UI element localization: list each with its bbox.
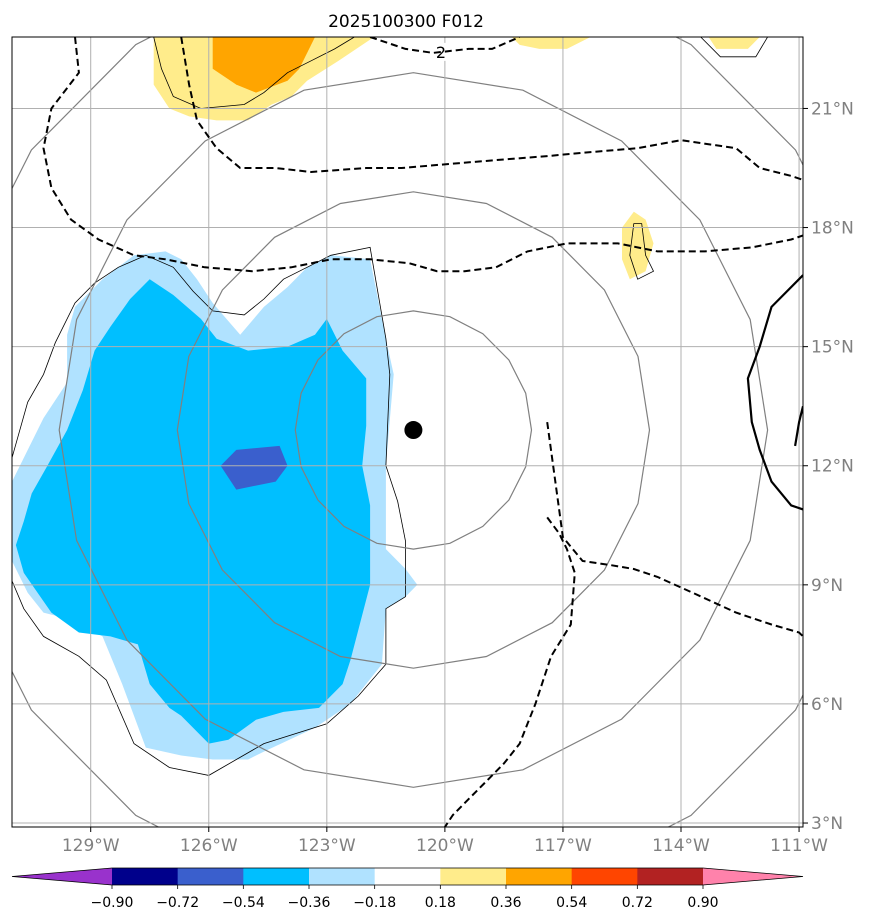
colorbar-segment (177, 868, 244, 885)
x-tick-label: 111°W (770, 836, 828, 856)
thin-contour-2 (700, 37, 768, 58)
colorbar-tick-label: −0.36 (288, 895, 331, 911)
thin-contour-1 (153, 37, 355, 109)
filled-region-4 (212, 37, 315, 93)
bold-contour-0 (746, 274, 803, 511)
y-tick-label: 6°N (811, 695, 843, 715)
plot-frame (11, 36, 804, 828)
colorbar-segment (309, 868, 376, 885)
filled-region-2 (220, 445, 288, 490)
x-tick-label: 123°W (298, 836, 356, 856)
thin-contour-0 (12, 246, 406, 776)
colorbar-tick-label: 0.18 (425, 895, 456, 911)
colorbar-segment (571, 868, 638, 885)
dashed-contour-1 (369, 37, 521, 54)
x-tick-label: 114°W (652, 836, 710, 856)
bold-contour-lines (746, 274, 803, 511)
thin-contour-lines (12, 37, 768, 776)
bold-contour-1 (794, 405, 803, 447)
y-tick-label: 15°N (811, 338, 854, 358)
contour-label-background (433, 42, 448, 61)
filled-region-6 (708, 37, 760, 49)
colorbar-extend-high (703, 868, 803, 885)
thin-contour-3 (629, 223, 655, 280)
x-tick-label: 117°W (534, 836, 592, 856)
colorbar-tick-label: 0.36 (490, 895, 521, 911)
colorbar-tick-label: −0.18 (353, 895, 396, 911)
colorbar-tick-label: −0.72 (156, 895, 199, 911)
colorbar-tick-label: 0.72 (622, 895, 653, 911)
x-axis-ticks: 129°W 126°W 123°W 120°W 117°W 114°W 111°W (62, 827, 828, 856)
y-tick-label: 12°N (811, 457, 854, 477)
colorbar-segment (112, 868, 179, 885)
range-ring-3deg (294, 310, 533, 550)
y-tick-label: 18°N (811, 219, 854, 239)
colorbar-segment (374, 868, 441, 885)
x-tick-label: 129°W (62, 836, 120, 856)
y-tick-label: 21°N (811, 99, 854, 119)
dashed-contour-3 (546, 421, 803, 638)
colorbar-extend-low (12, 868, 112, 885)
chart-title: 2025100300 F012 (328, 12, 484, 32)
colorbar-tick-label: 0.54 (556, 895, 587, 911)
center-dot (404, 421, 423, 440)
y-tick-label: 3°N (811, 814, 843, 834)
dashed-contour-lines: 2 (42, 37, 803, 827)
storm-center (404, 421, 423, 440)
range-ring-6deg (176, 191, 651, 669)
filled-contours (12, 37, 760, 760)
filled-region-7 (622, 211, 654, 280)
colorbar-segment (637, 868, 704, 885)
x-tick-label: 126°W (180, 836, 238, 856)
dashed-contour-0 (180, 37, 803, 181)
colorbar-tick-label: −0.90 (91, 895, 134, 911)
colorbar: −0.90 −0.72 −0.54 −0.36 −0.18 0.18 0.36 0.54 0.7… (11, 867, 804, 911)
dashed-contour-4 (444, 516, 576, 827)
dashed-contour-2 (42, 37, 803, 273)
contour-label: 2 (436, 43, 446, 62)
colorbar-tick-label: −0.54 (222, 895, 265, 911)
filled-region-5 (511, 37, 591, 49)
colorbar-segment (243, 868, 310, 885)
y-axis-ticks: 3°N 6°N 9°N 12°N 15°N 18°N 21°N (803, 99, 854, 834)
colorbar-segment (440, 868, 507, 885)
x-tick-label: 120°W (416, 836, 474, 856)
colorbar-tick-label: 0.90 (687, 895, 718, 911)
colorbar-segment (506, 868, 573, 885)
range-ring-9deg (58, 72, 769, 788)
gridlines (12, 37, 803, 827)
y-tick-label: 9°N (811, 576, 843, 596)
